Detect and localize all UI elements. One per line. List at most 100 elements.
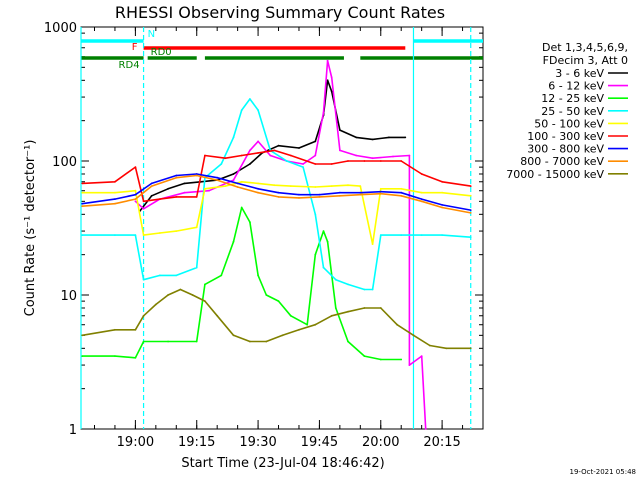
data-point [204, 300, 206, 302]
data-point [249, 149, 251, 152]
legend-header-line-1: Det 1,3,4,5,6,9, [542, 41, 628, 54]
data-point [257, 152, 259, 154]
data-point [363, 355, 366, 357]
data-point [249, 98, 251, 100]
time-markers [80, 27, 472, 429]
data-point [359, 193, 362, 196]
y-tick-label: 10 [60, 289, 77, 304]
data-point [273, 149, 276, 152]
data-point [302, 163, 304, 165]
data-point [249, 221, 251, 224]
series-line [82, 174, 471, 214]
data-point [420, 173, 423, 175]
data-point [265, 340, 268, 343]
data-point [134, 234, 137, 237]
data-point [420, 355, 423, 357]
data-point [114, 180, 116, 183]
data-point [441, 234, 443, 237]
data-point [298, 328, 300, 331]
data-point [216, 179, 219, 182]
data-point [257, 182, 259, 185]
series-line [134, 59, 427, 430]
data-point [232, 173, 235, 175]
data-point [347, 283, 349, 286]
data-point [347, 310, 349, 313]
data-point [249, 163, 251, 165]
data-point [208, 189, 210, 192]
data-point [159, 274, 161, 277]
data-point [379, 358, 382, 361]
data-point [469, 185, 472, 188]
data-point [269, 154, 272, 157]
data-point [150, 182, 153, 185]
legend-label: 100 - 300 keV [527, 130, 604, 143]
data-point [371, 243, 374, 246]
x-axis: 19:00 19:15 19:30 19:45 20:00 20:15 [93, 27, 484, 450]
data-point [277, 196, 280, 198]
x-tick-label: 19:30 [239, 435, 276, 450]
state-bar-label: N [148, 29, 155, 40]
data-point [379, 234, 382, 237]
data-point [289, 154, 292, 157]
state-bar-label: RD4 [119, 60, 140, 71]
data-point [236, 182, 239, 185]
data-point [441, 204, 443, 206]
data-point [363, 307, 366, 309]
data-point [314, 213, 317, 216]
data-point [204, 154, 206, 157]
data-point [379, 190, 382, 193]
data-point [81, 182, 84, 185]
series-lines [81, 59, 472, 430]
data-point [330, 90, 333, 93]
y-tick-label: 1 [69, 423, 77, 438]
data-point [379, 187, 382, 190]
data-point [420, 234, 423, 237]
data-point [232, 240, 235, 243]
data-point [326, 240, 329, 243]
legend-label: 7000 - 15000 keV [506, 168, 604, 181]
data-point [428, 344, 431, 347]
data-point [257, 140, 259, 143]
data-point [191, 294, 194, 296]
data-point [220, 163, 223, 165]
data-point [134, 200, 137, 203]
data-point [134, 193, 137, 196]
data-point [142, 340, 145, 343]
data-point [142, 200, 145, 203]
data-point [204, 283, 206, 286]
data-point [420, 200, 423, 203]
data-point [322, 266, 325, 269]
data-point [314, 163, 317, 165]
data-point [420, 191, 423, 194]
data-point [408, 364, 411, 366]
data-point [114, 191, 116, 194]
data-point [257, 274, 259, 277]
data-point [441, 206, 443, 209]
data-point [134, 328, 137, 331]
data-point [224, 157, 227, 160]
data-point [363, 160, 366, 162]
data-point [359, 191, 362, 194]
series-line [82, 206, 402, 361]
data-point [412, 334, 415, 337]
data-point [232, 179, 235, 182]
data-point [355, 154, 358, 157]
data-point [469, 212, 472, 214]
data-point [195, 196, 198, 198]
data-point [404, 136, 407, 139]
state-bar-label: F [132, 42, 138, 53]
data-point [420, 198, 423, 201]
data-point [273, 184, 276, 187]
data-point [114, 202, 116, 205]
legend-label: 3 - 6 keV [555, 67, 604, 80]
data-point [314, 140, 317, 143]
data-point [114, 328, 116, 331]
series-line [82, 149, 471, 203]
footer-timestamp: 19-Oct-2021 05:48 [570, 468, 636, 476]
data-point [81, 202, 84, 205]
legend-label: 6 - 12 keV [548, 80, 604, 93]
data-point [371, 138, 374, 141]
data-point [339, 149, 341, 152]
data-point [322, 230, 325, 233]
legend-label: 50 - 100 keV [534, 117, 604, 130]
